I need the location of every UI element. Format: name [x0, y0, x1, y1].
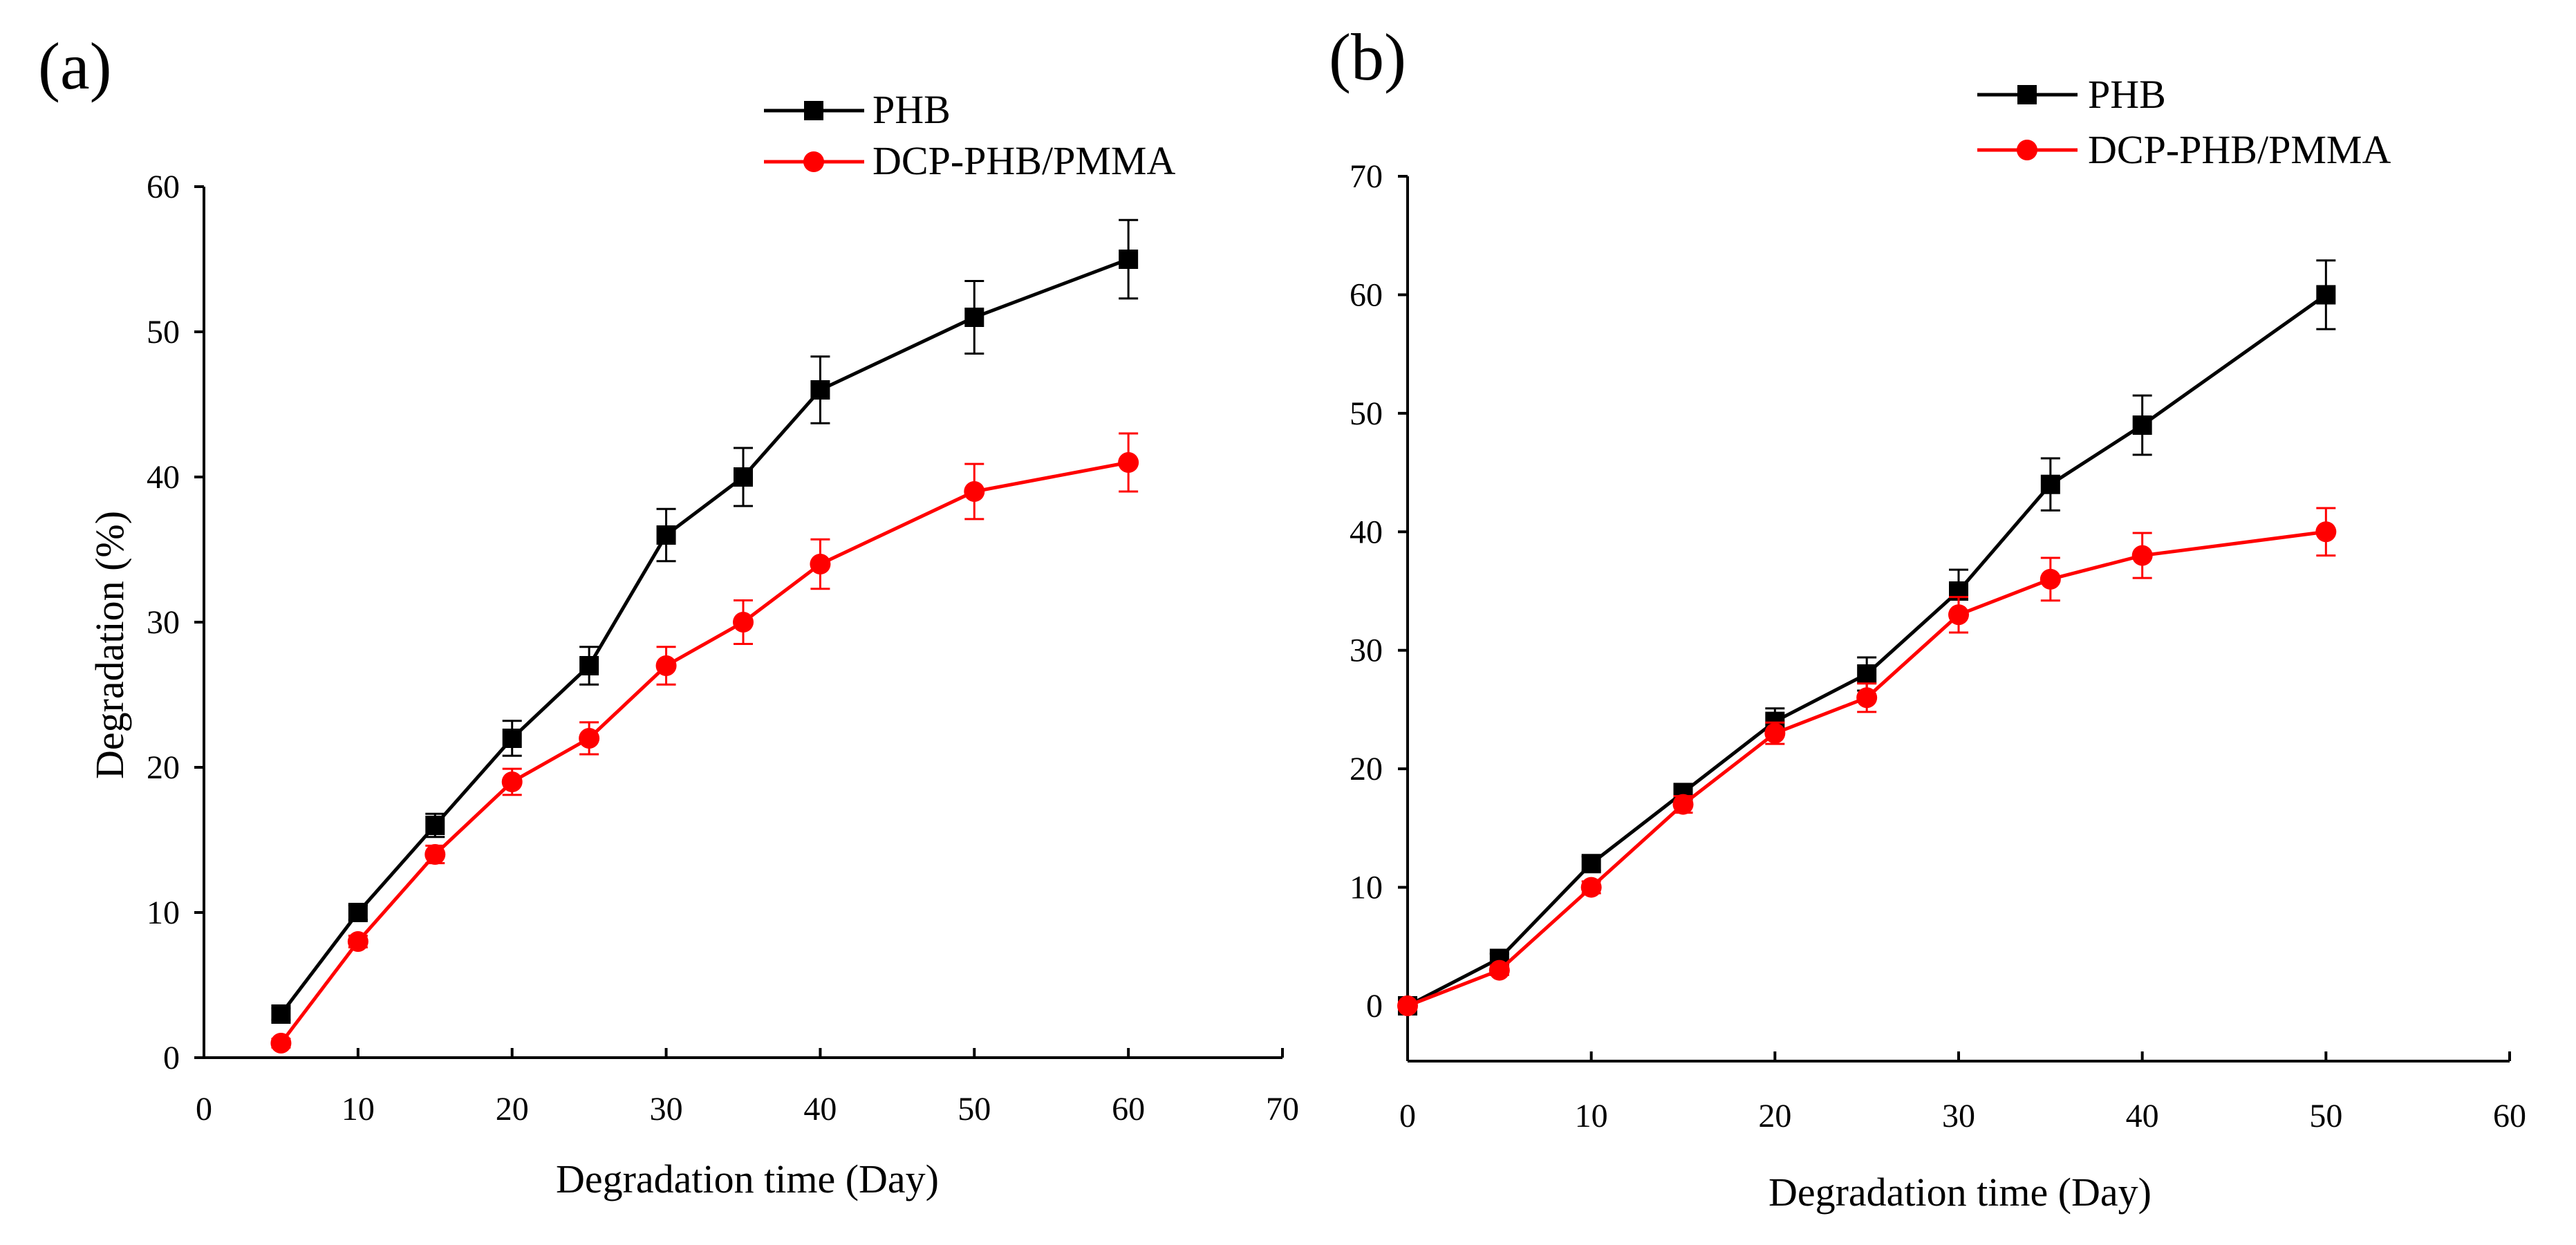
chart-panel-a: (a) Degradation (%) Degradation time (Da…: [38, 29, 1299, 1201]
series-line-phb-a: [279, 257, 1130, 1015]
series-line-dcp-b: [1407, 530, 2326, 1008]
x-tick-label-b: 30: [1942, 1098, 1975, 1134]
data-point-dcp-a: [733, 612, 754, 633]
y-tick-label-b: 30: [1350, 633, 1383, 669]
legend-b: PHB DCP-PHB/PMMA: [1977, 72, 2391, 172]
legend-label-phb-b: PHB: [2088, 72, 2166, 117]
data-point-dcp-a: [964, 481, 985, 502]
x-tick-label-b: 10: [1575, 1098, 1608, 1134]
x-tick-label-a: 30: [650, 1091, 683, 1127]
x-tick-label-b: 0: [1399, 1098, 1416, 1134]
data-point-dcp-b: [2040, 568, 2061, 590]
panel-label-b: (b): [1329, 20, 1406, 94]
data-point-phb-a: [734, 467, 753, 487]
data-point-dcp-b: [2315, 521, 2337, 543]
y-tick-label-b: 0: [1366, 988, 1383, 1024]
axes-b: 0 10 20 30 40 50 60 0 10 20 30 40 50 60 70: [1350, 158, 2526, 1134]
x-tick-label-a: 60: [1112, 1091, 1145, 1127]
data-point-phb-a: [579, 656, 599, 675]
data-point-phb-b: [2040, 474, 2060, 494]
panel-label-a: (a): [38, 29, 112, 103]
data-point-dcp-a: [655, 655, 677, 676]
x-axis-title-b: Degradation time (Day): [1768, 1170, 2152, 1215]
y-tick-label-b: 40: [1350, 514, 1383, 550]
data-point-dcp-a: [424, 844, 446, 865]
data-point-phb-b: [1581, 854, 1601, 874]
legend-marker-dcp-a: [803, 151, 824, 172]
y-tick-label-a: 60: [147, 169, 180, 205]
data-point-dcp-b: [2131, 545, 2153, 566]
y-tick-label-b: 20: [1350, 751, 1383, 787]
data-point-dcp-a: [501, 771, 523, 792]
x-tick-label-a: 20: [496, 1091, 529, 1127]
data-point-dcp-b: [1856, 687, 1878, 709]
y-tick-label-a: 40: [147, 459, 180, 496]
y-tick-label-a: 0: [163, 1040, 180, 1076]
x-tick-label-b: 40: [2126, 1098, 2159, 1134]
data-point-dcp-a: [810, 554, 831, 574]
data-point-dcp-b: [1397, 995, 1418, 1016]
legend-label-phb-a: PHB: [872, 87, 951, 132]
y-tick-label-a: 20: [147, 749, 180, 786]
legend-marker-phb-a: [804, 101, 823, 120]
series-line-phb-b: [1406, 293, 2327, 1008]
data-point-phb-a: [656, 525, 676, 545]
x-tick-label-b: 20: [1758, 1098, 1791, 1134]
data-point-dcp-a: [1118, 452, 1139, 473]
x-tick-label-b: 60: [2493, 1098, 2526, 1134]
chart-panel-b: (b) Degradation time (Day) 0 10 20 30 40 50 60…: [1329, 20, 2526, 1215]
y-tick-label-a: 50: [147, 314, 180, 350]
x-tick-label-a: 40: [803, 1091, 837, 1127]
data-point-phb-a: [1119, 250, 1139, 269]
x-tick-label-a: 10: [342, 1091, 375, 1127]
legend-marker-dcp-b: [2017, 140, 2037, 160]
y-tick-label-b: 70: [1350, 158, 1383, 195]
legend-label-dcp-a: DCP-PHB/PMMA: [872, 138, 1175, 183]
y-tick-label-b: 10: [1350, 870, 1383, 906]
data-point-phb-b: [2132, 415, 2152, 435]
data-point-phb-a: [810, 380, 830, 400]
data-point-dcp-b: [1488, 960, 1510, 981]
data-point-dcp-a: [347, 931, 368, 952]
data-point-phb-a: [271, 1004, 291, 1024]
x-axis-title-a: Degradation time (Day): [556, 1157, 939, 1201]
data-point-dcp-b: [1672, 794, 1694, 815]
legend-a: PHB DCP-PHB/PMMA: [764, 87, 1175, 183]
legend-marker-phb-b: [2017, 85, 2037, 104]
data-point-dcp-a: [270, 1033, 292, 1054]
y-axis-title-a: Degradation (%): [87, 511, 132, 779]
series-group-a: [270, 218, 1139, 1054]
data-point-dcp-b: [1948, 604, 1969, 626]
data-point-phb-a: [964, 308, 984, 327]
series-line-dcp-a: [279, 460, 1129, 1045]
x-tick-label-a: 0: [196, 1091, 212, 1127]
y-tick-label-a: 10: [147, 895, 180, 931]
axes-a: 0 10 20 30 40 50 60 70 0 10 20 30 40 50 60: [147, 169, 1299, 1127]
series-group-b: [1397, 259, 2337, 1016]
y-tick-label-a: 30: [147, 604, 180, 641]
data-point-phb-a: [425, 816, 445, 835]
data-point-dcp-b: [1764, 722, 1786, 744]
data-point-dcp-a: [579, 728, 600, 749]
x-tick-label-b: 50: [2309, 1098, 2342, 1134]
data-point-phb-b: [1857, 664, 1877, 684]
y-tick-label-b: 60: [1350, 277, 1383, 313]
data-point-dcp-b: [1580, 877, 1602, 898]
data-point-phb-a: [502, 729, 522, 748]
x-tick-label-a: 50: [958, 1091, 991, 1127]
x-tick-label-a: 70: [1266, 1091, 1299, 1127]
data-point-phb-b: [2316, 285, 2336, 305]
data-point-phb-a: [348, 903, 368, 922]
y-tick-label-b: 50: [1350, 395, 1383, 432]
legend-label-dcp-b: DCP-PHB/PMMA: [2088, 127, 2391, 172]
